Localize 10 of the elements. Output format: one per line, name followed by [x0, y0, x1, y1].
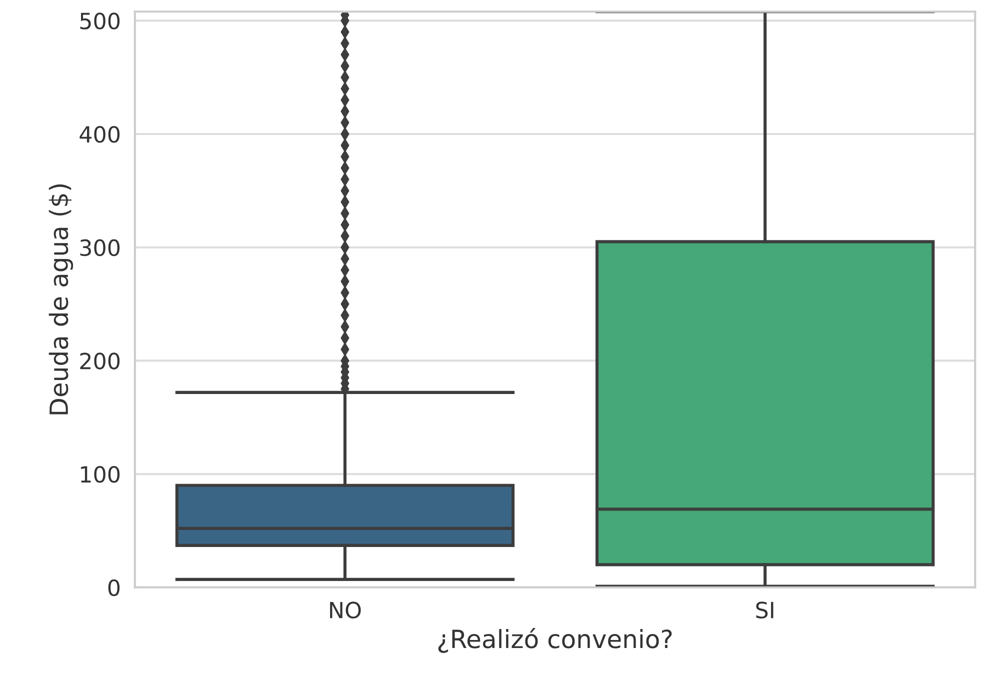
y-tick-label: 300 — [80, 239, 120, 256]
y-tick-label: 0 — [108, 579, 120, 596]
y-tick-label: 100 — [81, 466, 120, 483]
x-axis-title: ¿Realizó convenio? — [438, 628, 672, 653]
x-tick-label: NO — [330, 602, 361, 618]
x-tick-label: SI — [756, 602, 774, 618]
y-tick-label: 200 — [80, 352, 120, 370]
y-tick-label: 500 — [80, 12, 120, 30]
y-tick-label: 400 — [80, 126, 120, 143]
y-axis-title: Deuda de agua ($) — [48, 184, 74, 414]
